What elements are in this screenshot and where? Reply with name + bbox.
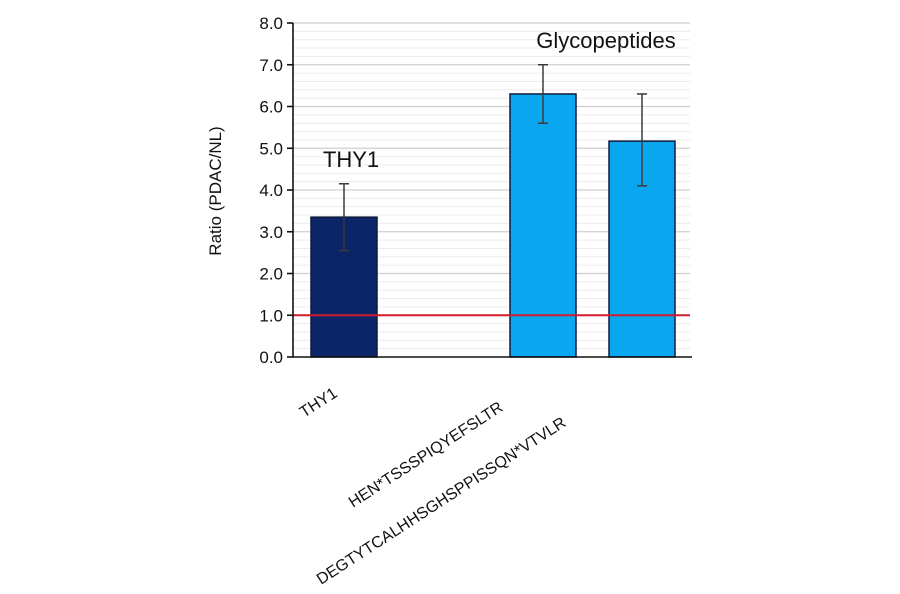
bars <box>310 93 676 358</box>
y-tick-label: 6.0 <box>259 98 283 117</box>
x-tick-label-hen: HEN*TSSSPIQYEFSLTR <box>346 399 506 511</box>
y-tick-label: 4.0 <box>259 181 283 200</box>
annotation-glycopeptides: Glycopeptides <box>536 28 675 53</box>
error-bars <box>339 64 647 252</box>
y-tick-label: 0.0 <box>259 348 283 367</box>
y-tick-label: 3.0 <box>259 223 283 242</box>
x-tick-label-thy1: THY1 <box>297 385 341 422</box>
y-tick-label: 8.0 <box>259 14 283 33</box>
y-axis-label: Ratio (PDAC/NL) <box>206 126 225 255</box>
y-tick-label: 2.0 <box>259 265 283 284</box>
y-tick-labels: 0.0 1.0 2.0 3.0 4.0 5.0 6.0 7.0 8.0 <box>259 14 293 367</box>
y-tick-label: 5.0 <box>259 139 283 158</box>
annotation-thy1: THY1 <box>323 147 379 172</box>
bar-1 <box>509 93 577 358</box>
y-tick-label: 1.0 <box>259 306 283 325</box>
y-tick-label: 7.0 <box>259 56 283 75</box>
